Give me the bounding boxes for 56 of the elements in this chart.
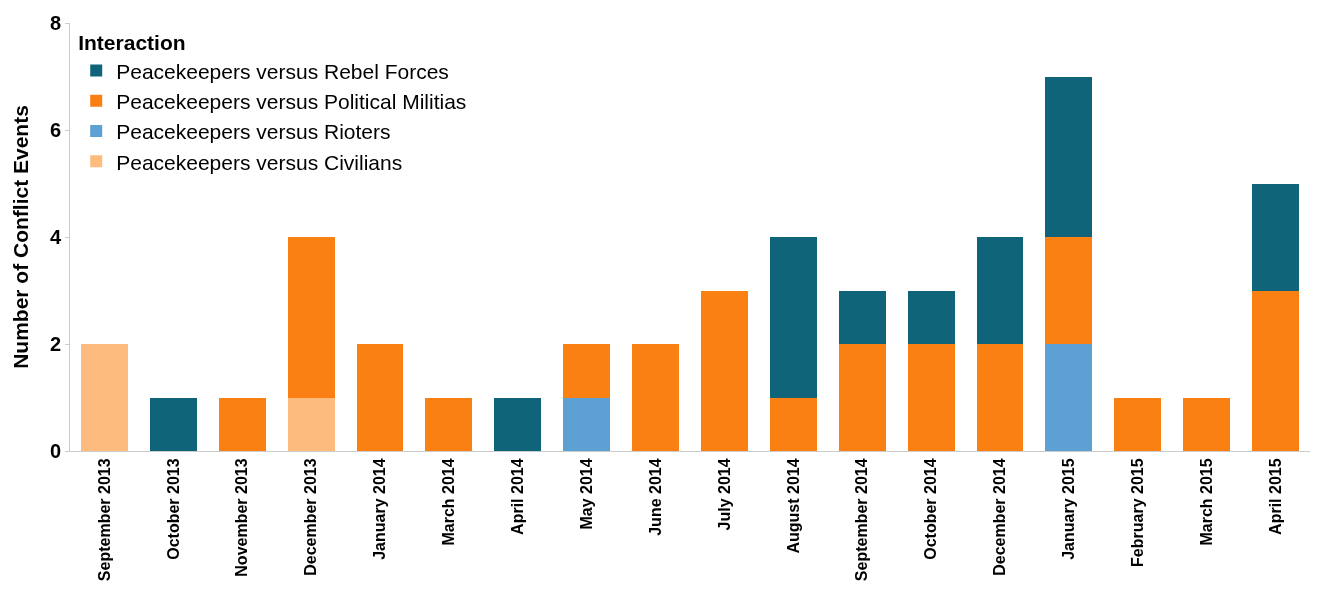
x-tick-label: August 2014 — [784, 458, 802, 554]
x-tick-label: January 2014 — [371, 458, 389, 560]
x-tick-label: September 2014 — [853, 458, 871, 582]
bar — [563, 344, 611, 398]
bar — [838, 290, 886, 344]
legend-title: Interaction — [78, 31, 186, 55]
y-tick-label: 8 — [49, 12, 61, 34]
x-tick-label: December 2013 — [302, 458, 320, 576]
bar — [838, 344, 886, 451]
bar — [1252, 290, 1299, 451]
x-tick-label: March 2015 — [1197, 458, 1215, 546]
x-tick-label: December 2014 — [991, 458, 1009, 576]
x-tick-label: March 2014 — [440, 458, 458, 546]
bar — [149, 397, 197, 451]
bar — [1183, 397, 1231, 451]
legend-label: Peacekeepers versus Rioters — [116, 120, 391, 144]
bar — [1045, 76, 1093, 237]
x-tick-label: February 2015 — [1128, 458, 1146, 567]
bar — [425, 397, 473, 451]
x-tick-label: July 2014 — [715, 458, 733, 531]
y-axis-title: Number of Conflict Events — [9, 105, 33, 369]
y-tick-label: 6 — [49, 119, 61, 141]
bar — [769, 237, 817, 398]
bar — [287, 397, 335, 451]
bar — [81, 344, 128, 451]
bar — [907, 290, 955, 344]
x-tick-label: January 2015 — [1060, 458, 1078, 560]
bar — [1045, 344, 1093, 451]
bar — [769, 397, 817, 451]
bar — [1114, 397, 1162, 451]
legend-label: Peacekeepers versus Civilians — [116, 150, 403, 174]
bar — [218, 397, 266, 451]
bar — [976, 344, 1024, 451]
bar — [287, 237, 335, 398]
y-tick-label: 4 — [49, 226, 62, 248]
legend-label: Peacekeepers versus Political Militias — [116, 89, 467, 113]
legend-label: Peacekeepers versus Rebel Forces — [116, 59, 449, 83]
bar — [976, 237, 1024, 344]
bar — [701, 290, 748, 451]
x-tick-label: May 2014 — [577, 458, 595, 530]
bar — [494, 397, 542, 451]
x-tick-label: October 2014 — [922, 458, 940, 560]
x-tick-label: April 2014 — [508, 458, 526, 535]
bar — [632, 344, 679, 451]
bar — [1252, 183, 1299, 291]
x-tick-label: September 2013 — [95, 458, 113, 582]
y-tick-label: 2 — [49, 333, 61, 355]
bar — [356, 344, 404, 451]
x-tick-label: April 2015 — [1266, 458, 1284, 535]
bar — [563, 397, 611, 451]
x-tick-label: November 2013 — [233, 458, 251, 577]
y-tick-label: 0 — [49, 440, 61, 462]
x-tick-label: June 2014 — [646, 458, 664, 536]
x-tick-label: October 2013 — [164, 458, 182, 560]
bar — [1045, 237, 1093, 344]
bar — [907, 344, 955, 451]
